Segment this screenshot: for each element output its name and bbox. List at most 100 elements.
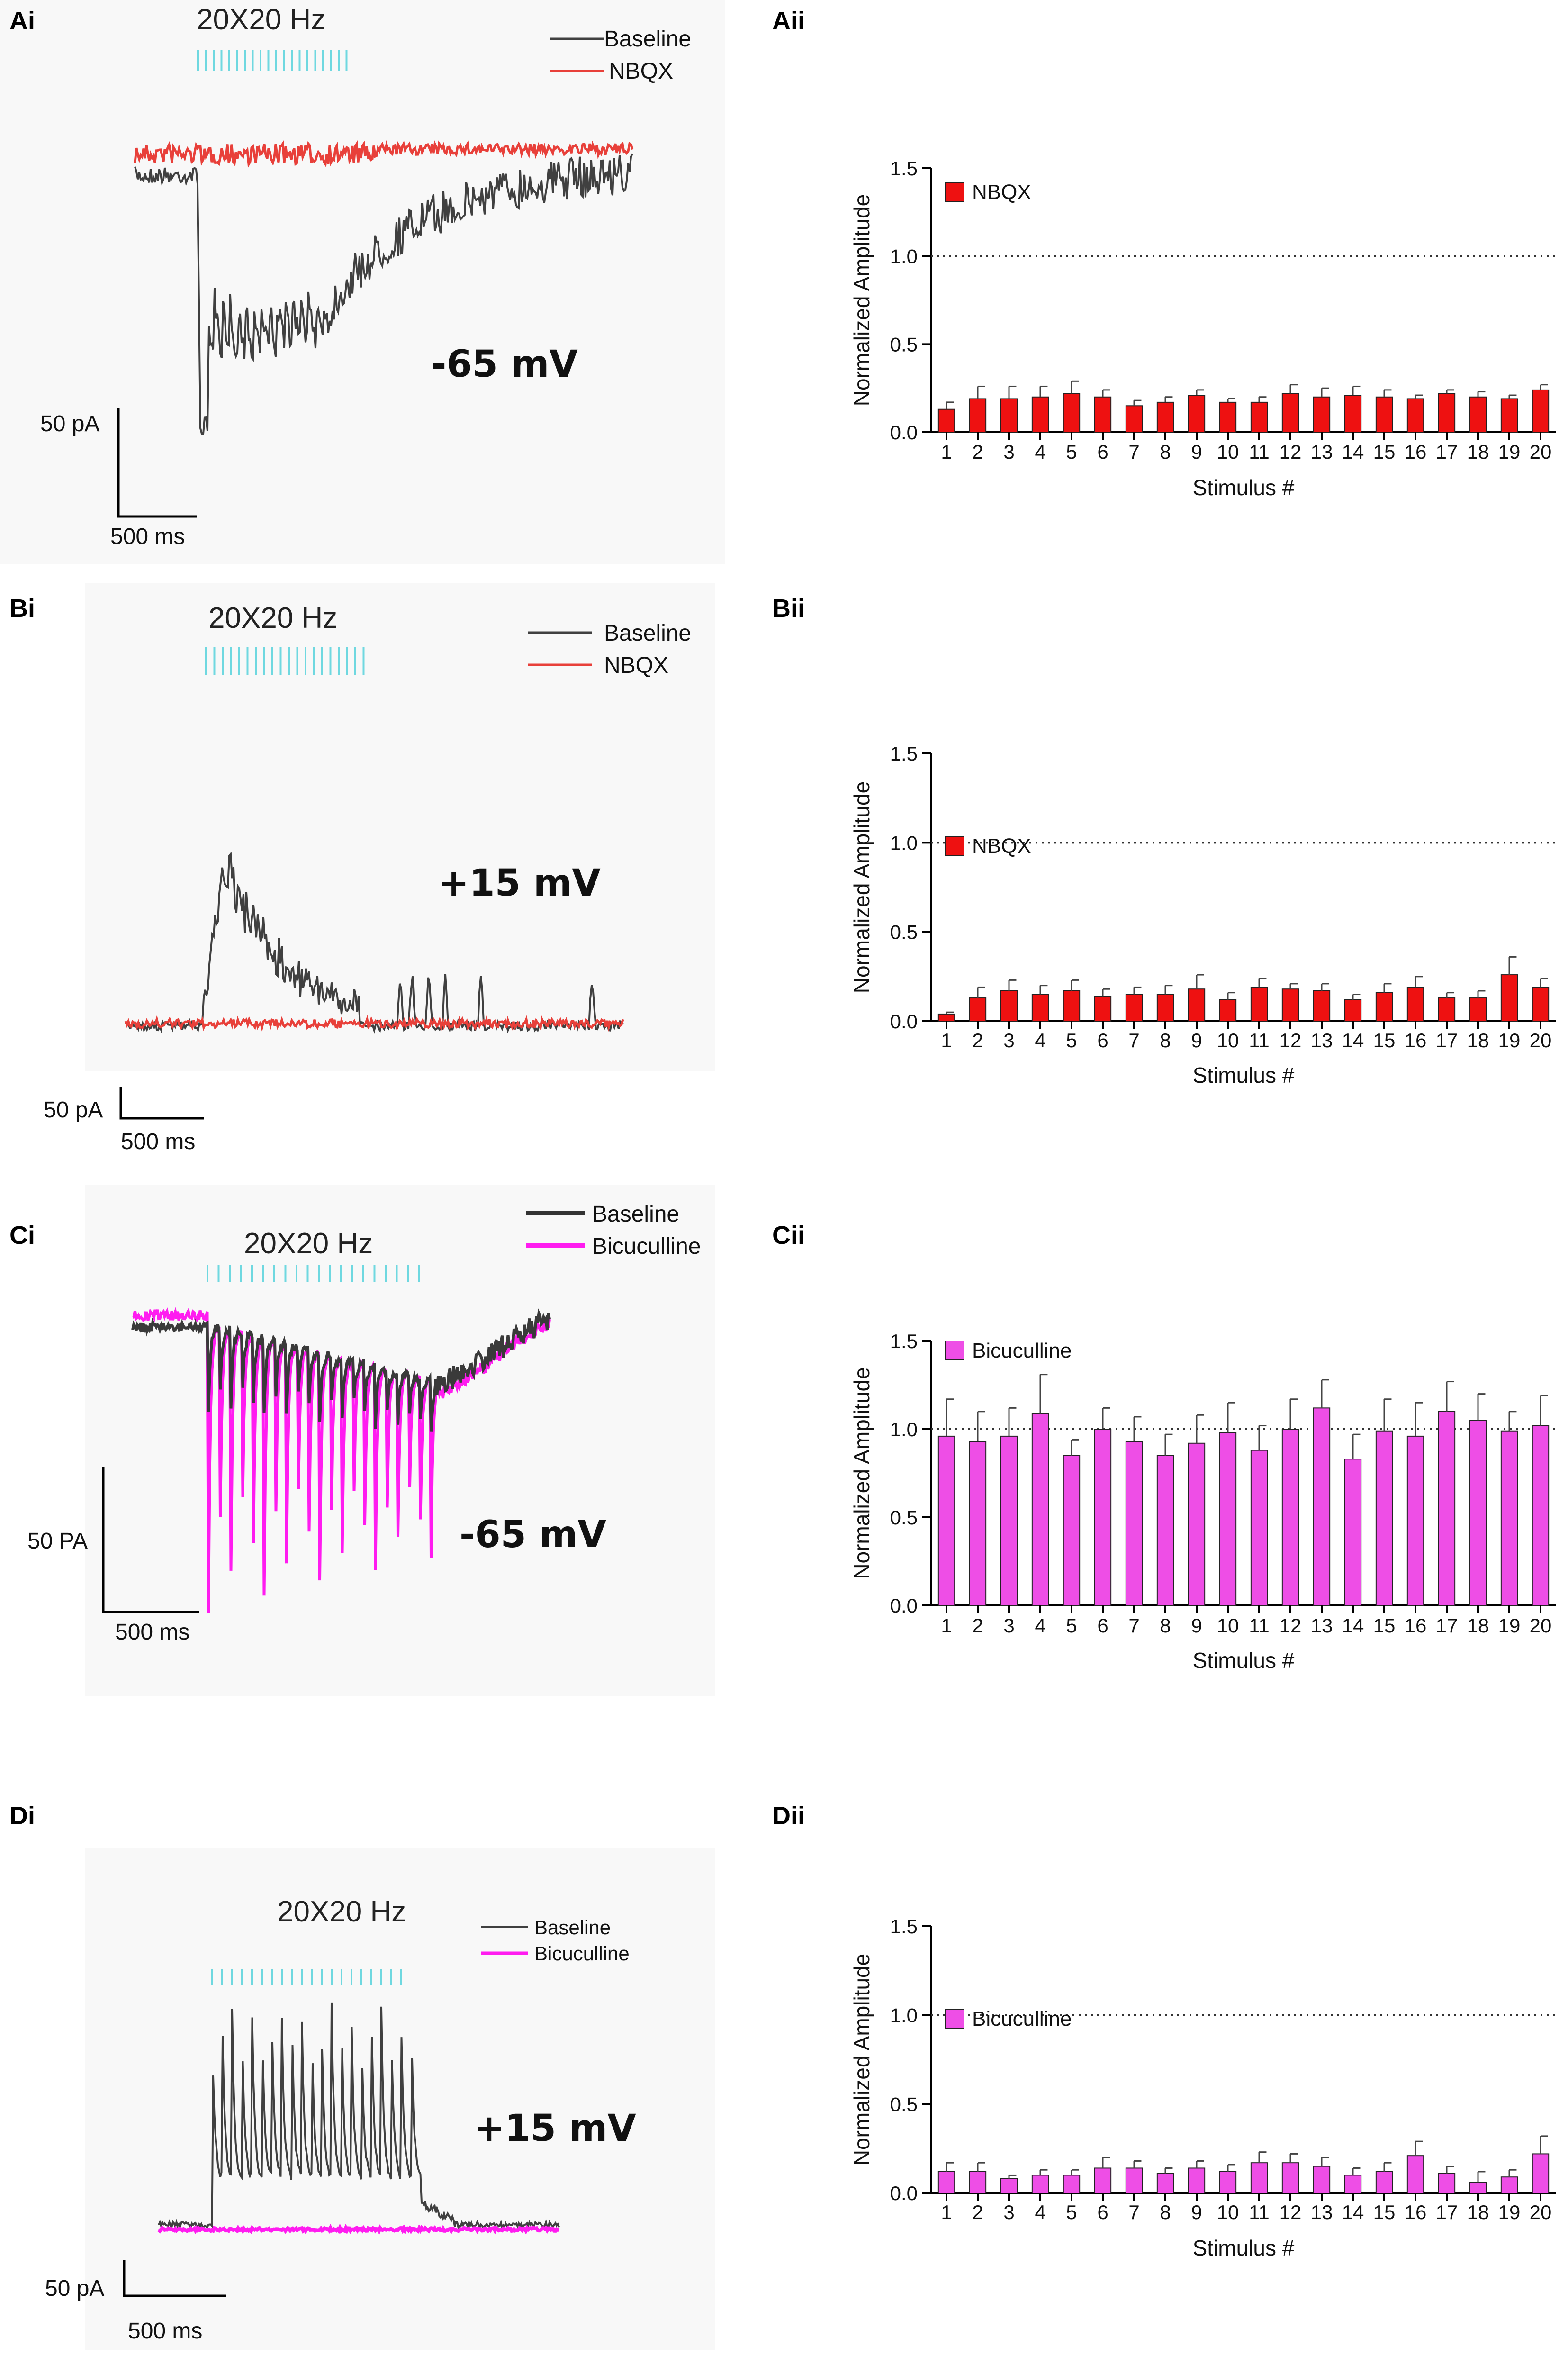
panel-label-cii: Cii xyxy=(772,1221,805,1250)
bar xyxy=(1063,1455,1081,1606)
bar xyxy=(1219,999,1237,1022)
x-tick-label: 7 xyxy=(1128,2201,1139,2223)
bar xyxy=(1532,987,1550,1022)
bar xyxy=(1375,2171,1393,2193)
x-tick-label: 9 xyxy=(1191,1029,1202,1051)
x-tick-label: 11 xyxy=(1249,441,1270,463)
legend-drug-di: Bicuculline xyxy=(534,1942,630,1965)
holding-voltage-ai: -65 mV xyxy=(431,343,578,386)
bar xyxy=(1344,999,1362,1022)
bar xyxy=(937,1013,955,1022)
bar xyxy=(1406,987,1424,1022)
bar xyxy=(1438,2173,1456,2194)
x-tick-label: 19 xyxy=(1498,441,1521,463)
scale-y-ci: 50 PA xyxy=(27,1529,88,1554)
y-axis-title: Normalized Amplitude xyxy=(849,194,874,406)
x-tick-label: 12 xyxy=(1280,1614,1302,1637)
x-tick-label: 15 xyxy=(1373,2201,1396,2223)
legend-swatch xyxy=(945,182,964,202)
bar xyxy=(1125,1441,1143,1606)
bar xyxy=(1031,1413,1049,1606)
legend-swatch xyxy=(945,836,964,856)
bar xyxy=(1532,2153,1550,2194)
bar xyxy=(1406,398,1424,433)
chart-dii: Dii 0.00.51.01.51 2 3 4 5 6 7 8 9 10 11 12 13 14 15 16 1… xyxy=(772,1802,1556,2260)
x-tick-label: 12 xyxy=(1280,1029,1302,1051)
panel-label-bi: Bi xyxy=(9,594,35,623)
bar xyxy=(1313,396,1331,433)
bar xyxy=(1344,2175,1362,2194)
y-tick-label: 1.5 xyxy=(890,1915,918,1938)
x-tick-label: 8 xyxy=(1160,1614,1171,1637)
bar xyxy=(1281,988,1299,1022)
x-tick-label: 13 xyxy=(1311,2201,1333,2223)
panel-label-bii: Bii xyxy=(772,594,805,623)
bar xyxy=(1000,990,1018,1022)
x-tick-label: 14 xyxy=(1342,441,1364,463)
x-tick-label: 11 xyxy=(1249,1614,1270,1637)
x-axis-title: Stimulus # xyxy=(1193,1648,1295,1673)
bar xyxy=(1375,992,1393,1022)
bar xyxy=(1156,401,1174,433)
x-tick-label: 7 xyxy=(1128,1029,1139,1051)
bar xyxy=(1500,974,1518,1022)
bar xyxy=(1250,2162,1268,2194)
bar xyxy=(1438,997,1456,1022)
legend-baseline-ai: Baseline xyxy=(604,27,691,52)
legend-swatch xyxy=(945,2009,964,2029)
x-tick-label: 12 xyxy=(1280,441,1302,463)
x-tick-label: 15 xyxy=(1373,1029,1396,1051)
y-tick-label: 1.0 xyxy=(890,1418,918,1441)
x-tick-label: 11 xyxy=(1249,1029,1270,1051)
x-tick-label: 8 xyxy=(1160,2201,1171,2223)
bar xyxy=(1500,2176,1518,2194)
bar xyxy=(1438,393,1456,433)
bar xyxy=(1188,1442,1206,1606)
y-tick-label: 0.5 xyxy=(890,333,918,355)
bar xyxy=(937,1435,955,1606)
x-tick-label: 4 xyxy=(1035,441,1045,463)
bar xyxy=(1532,1425,1550,1606)
x-tick-label: 3 xyxy=(1003,1029,1014,1051)
panel-label-di: Di xyxy=(9,1802,35,1830)
stimulus-ticks-di xyxy=(211,1969,402,1985)
bar xyxy=(1313,1407,1331,1606)
y-tick-label: 1.5 xyxy=(890,743,918,765)
bar xyxy=(1031,396,1049,433)
x-tick-label: 18 xyxy=(1467,1614,1489,1637)
x-tick-label: 6 xyxy=(1097,1614,1108,1637)
scale-x-bi: 500 ms xyxy=(121,1129,195,1154)
y-tick-label: 0.5 xyxy=(890,1506,918,1529)
holding-voltage-ci: -65 mV xyxy=(460,1513,606,1556)
x-axis-title: Stimulus # xyxy=(1193,1063,1295,1087)
bar xyxy=(1063,990,1081,1022)
x-tick-label: 20 xyxy=(1530,1029,1552,1051)
x-tick-label: 13 xyxy=(1311,441,1333,463)
y-tick-label: 1.5 xyxy=(890,157,918,180)
x-tick-label: 3 xyxy=(1003,441,1014,463)
x-tick-label: 10 xyxy=(1217,1614,1239,1637)
x-tick-label: 4 xyxy=(1035,2201,1045,2223)
scale-bar-bi xyxy=(119,1087,204,1120)
panel-label-ci: Ci xyxy=(9,1221,35,1250)
x-tick-label: 6 xyxy=(1097,1029,1108,1051)
x-tick-label: 8 xyxy=(1160,441,1171,463)
bar xyxy=(1219,401,1237,433)
bar xyxy=(1188,2167,1206,2193)
trace-baseline-ci xyxy=(131,1308,551,1432)
x-tick-label: 2 xyxy=(972,441,983,463)
bar xyxy=(1344,1459,1362,1606)
x-tick-label: 18 xyxy=(1467,441,1489,463)
x-tick-label: 17 xyxy=(1436,1029,1458,1051)
trace-drug-di xyxy=(157,2223,560,2235)
x-tick-label: 15 xyxy=(1373,1614,1396,1637)
x-tick-label: 9 xyxy=(1191,441,1202,463)
stimulus-ticks-ai xyxy=(197,50,348,71)
bar xyxy=(1313,990,1331,1022)
bar xyxy=(937,2171,955,2193)
x-tick-label: 1 xyxy=(941,441,952,463)
bar xyxy=(1500,398,1518,433)
bar xyxy=(1125,405,1143,433)
scale-y-di: 50 pA xyxy=(45,2276,104,2301)
